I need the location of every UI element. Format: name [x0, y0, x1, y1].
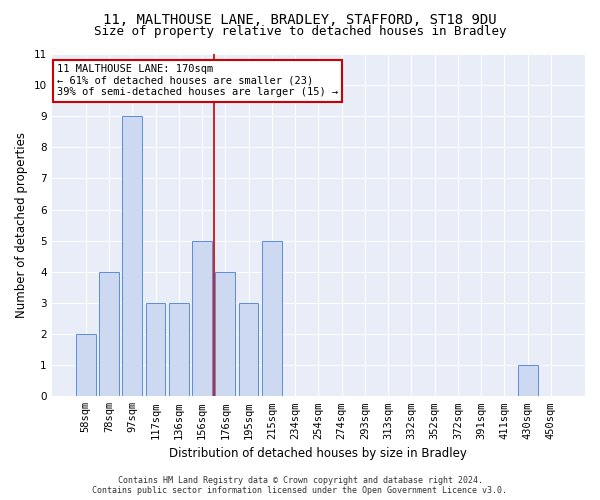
Bar — [215, 272, 235, 396]
Text: 11 MALTHOUSE LANE: 170sqm
← 61% of detached houses are smaller (23)
39% of semi-: 11 MALTHOUSE LANE: 170sqm ← 61% of detac… — [57, 64, 338, 98]
Bar — [518, 365, 538, 396]
Text: Contains HM Land Registry data © Crown copyright and database right 2024.
Contai: Contains HM Land Registry data © Crown c… — [92, 476, 508, 495]
Bar — [192, 240, 212, 396]
Bar — [122, 116, 142, 396]
Bar — [262, 240, 282, 396]
Bar — [239, 303, 259, 396]
Text: Size of property relative to detached houses in Bradley: Size of property relative to detached ho… — [94, 25, 506, 38]
Bar — [146, 303, 166, 396]
X-axis label: Distribution of detached houses by size in Bradley: Distribution of detached houses by size … — [169, 447, 467, 460]
Text: 11, MALTHOUSE LANE, BRADLEY, STAFFORD, ST18 9DU: 11, MALTHOUSE LANE, BRADLEY, STAFFORD, S… — [103, 12, 497, 26]
Y-axis label: Number of detached properties: Number of detached properties — [15, 132, 28, 318]
Bar — [76, 334, 95, 396]
Bar — [169, 303, 188, 396]
Bar — [99, 272, 119, 396]
